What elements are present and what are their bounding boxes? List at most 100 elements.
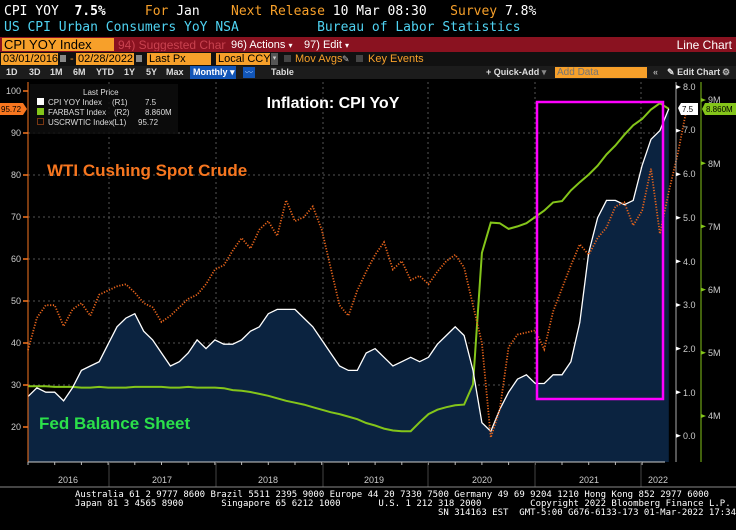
ticker: CPI YOY	[4, 4, 59, 19]
date-separator: -	[70, 53, 74, 65]
actions-menu[interactable]: 96) Actions ▾	[229, 38, 299, 51]
period-5y[interactable]: 5Y	[146, 67, 158, 77]
start-date-input[interactable]: 03/01/2016	[1, 53, 58, 65]
left-tick-label: 100	[6, 86, 21, 96]
x-tick-label: 2022	[648, 475, 668, 485]
suggested-charts-button[interactable]: 94) Suggested Charts	[118, 38, 226, 51]
x-tick-label: 2016	[58, 475, 78, 485]
description-line: US CPI Urban Consumers YoY NSA Bureau of…	[4, 20, 521, 36]
r2-tick-label: 7M	[708, 222, 721, 232]
gear-icon[interactable]: ⚙	[722, 67, 731, 77]
r1-tick-label: 5.0	[683, 213, 696, 223]
left-tick-label: 60	[11, 254, 21, 264]
chart-type-label[interactable]: Line Chart	[676, 38, 732, 51]
r2-tick-label: 4M	[708, 411, 721, 421]
frequency-label: Monthly	[193, 67, 228, 77]
r2-tick-label: 8M	[708, 159, 721, 169]
left-last-badge-text: 95.72	[1, 105, 22, 114]
next-release-value: 10 Mar 08:30	[332, 4, 427, 19]
period-1y[interactable]: 1Y	[124, 67, 136, 77]
period-3d[interactable]: 3D	[29, 67, 41, 77]
r2-axis-tick	[701, 287, 706, 292]
x-tick-label: 2017	[152, 475, 172, 485]
r2-last-badge: 8.860M	[702, 103, 736, 115]
period-ytd[interactable]: YTD	[96, 67, 114, 77]
x-tick-label: 2019	[364, 475, 384, 485]
edit-menu[interactable]: 97) Edit ▾	[302, 38, 356, 51]
collapse-icon[interactable]: «	[653, 67, 659, 77]
mov-avgs-checkbox[interactable]	[284, 55, 291, 62]
pencil-icon: ✎	[667, 67, 675, 77]
legend-axis-wti: (L1)	[112, 118, 127, 127]
r1-tick-label: 3.0	[683, 300, 696, 310]
r2-tick-label: 5M	[708, 348, 721, 358]
left-tick-label: 20	[11, 422, 21, 432]
security-description: US CPI Urban Consumers YoY NSA	[4, 20, 239, 35]
legend-swatch-wti	[37, 118, 44, 125]
security-header: CPI YOY 7.5% For Jan Next Release 10 Mar…	[4, 4, 536, 20]
last-value: 7.5%	[74, 4, 106, 19]
annotation-fed: Fed Balance Sheet	[39, 414, 191, 433]
chevron-down-icon: ▾	[541, 67, 547, 77]
pencil-icon[interactable]: ✎	[342, 54, 350, 64]
period-6m[interactable]: 6M	[73, 67, 86, 77]
period-bar: 1D 3D 1M 6M YTD 1Y 5Y Max Monthly ▾ 〰 Ta…	[0, 66, 736, 79]
table-button[interactable]: Table	[271, 67, 294, 77]
r2-axis-tick	[701, 161, 706, 166]
left-tick-label: 80	[11, 170, 21, 180]
survey-label: Survey	[450, 4, 498, 19]
left-tick-label: 90	[11, 128, 21, 138]
price-field-select[interactable]: Last Px	[147, 53, 211, 65]
legend-swatch-cpi	[37, 98, 44, 105]
period-1m[interactable]: 1M	[50, 67, 63, 77]
legend-name-cpi: CPI YOY Index	[48, 98, 102, 107]
r1-axis-tick	[676, 303, 681, 307]
legend: Last Price CPI YOY Index (R1) 7.5 FARBAS…	[30, 84, 178, 134]
x-tick-label: 2018	[258, 475, 278, 485]
r1-axis-tick	[676, 85, 681, 89]
r1-tick-label: 8.0	[683, 82, 696, 92]
edit-chart-button[interactable]: ✎ Edit Chart	[667, 66, 720, 79]
r2-axis-tick	[701, 350, 706, 355]
chevron-down-icon: ▾	[288, 41, 293, 50]
period-max[interactable]: Max	[166, 67, 184, 77]
chevron-down-icon: ▾	[344, 41, 349, 50]
chevron-down-icon[interactable]: ▾	[271, 53, 278, 65]
right-axis-1: 8.0 7.0 6.0 5.0 4.0 3.0 2.0 1.0 0.0	[683, 82, 696, 441]
frequency-select[interactable]: Monthly ▾	[190, 66, 236, 79]
cpi-area-fill	[28, 108, 669, 463]
legend-axis-cpi: (R1)	[112, 98, 128, 107]
quick-add-button[interactable]: + Quick-Add ▾	[486, 66, 546, 79]
left-axis: 100 90 80 70 60 50 40 30 20	[6, 86, 21, 432]
highlight-box	[535, 100, 665, 401]
calendar-icon[interactable]	[136, 55, 142, 62]
r2-tick-label: 6M	[708, 285, 721, 295]
r1-tick-label: 2.0	[683, 344, 696, 354]
r1-axis-tick	[676, 346, 681, 351]
r1-axis-tick	[676, 128, 681, 133]
key-events-checkbox[interactable]	[356, 55, 363, 62]
period-1d[interactable]: 1D	[6, 67, 18, 77]
end-date-input[interactable]: 02/28/2022	[76, 53, 134, 65]
survey-value: 7.8%	[504, 4, 537, 19]
currency-select[interactable]: Local CCY	[216, 53, 270, 65]
chevron-down-icon: ▾	[230, 67, 235, 77]
key-events-label: Key Events	[368, 53, 424, 65]
chart-area: Inflation: CPI YoY WTI Cushing Spot Crud…	[0, 82, 736, 488]
add-data-input[interactable]	[555, 67, 647, 78]
footer-contacts-1: Australia 61 2 9777 8600 Brazil 5511 239…	[75, 490, 709, 500]
chart-icon[interactable]: 〰	[243, 67, 255, 78]
r1-axis-tick	[676, 390, 681, 395]
calendar-icon[interactable]	[60, 55, 66, 62]
right-axis-2: 9M 8M 7M 6M 5M 4M	[708, 95, 721, 421]
security-input[interactable]: CPI YOY Index	[2, 38, 114, 51]
r1-last-badge: 7.5	[678, 103, 698, 115]
left-tick-label: 70	[11, 212, 21, 222]
quick-add-label: + Quick-Add	[486, 67, 540, 77]
command-bar: CPI YOY Index 94) Suggested Charts 96) A…	[0, 37, 736, 52]
next-release-label: Next Release	[231, 4, 325, 19]
r2-last-badge-text: 8.860M	[706, 105, 733, 114]
source: Bureau of Labor Statistics	[317, 20, 521, 35]
r1-axis-tick	[676, 259, 681, 264]
footer-session-info: SN 314163 EST GMT-5:00 G676-6133-173 01-…	[438, 508, 736, 518]
